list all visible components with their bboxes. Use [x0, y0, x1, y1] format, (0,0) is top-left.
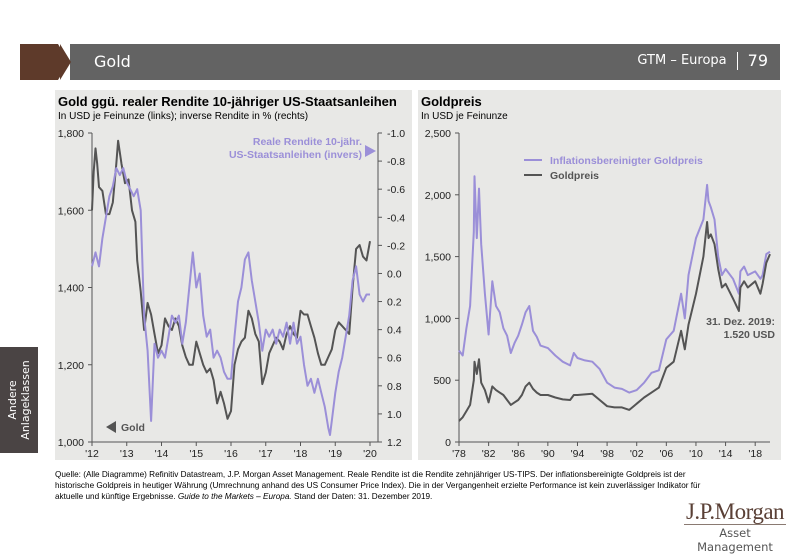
x-tick-label: '78 [452, 448, 466, 460]
y-left-tick-label: 1,200 [58, 360, 84, 372]
y-right-tick-label: -0.2 [387, 240, 405, 252]
page-title: Gold [94, 52, 131, 71]
legend-inflation-adjusted: Inflationsbereinigter Goldpreis [550, 155, 703, 167]
x-tick-label: '86 [511, 448, 525, 460]
x-tick-label: '19 [328, 448, 342, 460]
legend-real-yield-line1: Reale Rendite 10-jähr. [253, 136, 362, 148]
brand-block [20, 44, 66, 80]
x-tick-label: '14 [719, 448, 733, 460]
chart-title: Gold ggü. realer Rendite 10-jähriger US-… [58, 94, 397, 109]
series-line-gold [91, 139, 371, 420]
series-line-gold-price [458, 221, 771, 422]
footnote-publication: Guide to the Markets – Europa. [177, 492, 292, 501]
header-meta: GTM – Europa 79 [637, 51, 768, 70]
y-right-tick-label: 0.2 [387, 297, 402, 309]
y-left-tick-label: 1,600 [58, 205, 84, 217]
chevron-fill-icon [60, 44, 71, 80]
y-tick-label: 2,500 [425, 128, 451, 140]
x-tick-label: '14 [155, 448, 169, 460]
y-right-tick-label: -0.8 [387, 156, 405, 168]
chart-subtitle: In USD je Feinunze [421, 111, 508, 122]
x-tick-label: '18 [294, 448, 308, 460]
jpmorgan-logo: J.P.Morgan Asset Management [680, 500, 790, 554]
divider [736, 51, 738, 70]
legend-gold-price: Goldpreis [550, 170, 599, 182]
y-right-tick-label: 1.0 [387, 409, 402, 421]
x-tick-label: '17 [259, 448, 273, 460]
x-tick-label: '10 [689, 448, 703, 460]
series-label: GTM – Europa [637, 53, 727, 68]
footnote-date: Stand der Daten: 31. Dezember 2019. [291, 492, 433, 501]
chart-subtitle: In USD je Feinunze (links); inverse Rend… [58, 111, 309, 122]
arrow-right-icon [365, 145, 376, 157]
y-right-tick-label: -0.6 [387, 184, 405, 196]
x-tick-label: '12 [85, 448, 99, 460]
y-left-tick-label: 1,000 [58, 437, 84, 449]
y-left-tick-label: 1,800 [58, 128, 84, 140]
logo-wordmark: J.P.Morgan [685, 499, 785, 524]
chart-title: Goldpreis [421, 94, 482, 109]
y-right-tick-label: 0.0 [387, 268, 402, 280]
x-tick-label: '82 [482, 448, 496, 460]
y-right-tick-label: 0.4 [387, 325, 402, 337]
series-line-real-yield [91, 167, 370, 436]
chart-panel-gold-vs-real-yield: Gold ggü. realer Rendite 10-jähriger US-… [55, 90, 412, 460]
x-tick-label: '90 [541, 448, 555, 460]
x-tick-label: '15 [189, 448, 203, 460]
series-line-inflation-adjusted [458, 175, 771, 394]
annotation-date: 31. Dez. 2019: [706, 316, 775, 328]
chart-panel-gold-price: Goldpreis In USD je Feinunze 0 500 1,000 1,… [418, 90, 781, 460]
source-footnote: Quelle: (Alle Diagramme) Refinitiv Datas… [55, 469, 705, 502]
x-tick-label: '94 [571, 448, 585, 460]
y-tick-label: 2,000 [425, 190, 451, 202]
chart-gold-price: 0 500 1,000 1,500 2,000 2,500 '78 '82 '86 '90 '94 '… [425, 128, 776, 460]
y-right-tick-label: 0.6 [387, 353, 402, 365]
x-tick-label: '20 [363, 448, 377, 460]
arrow-left-icon [106, 421, 116, 433]
y-tick-label: 1,000 [425, 313, 451, 325]
section-tab-label: Andere Anlageklassen [6, 360, 32, 439]
x-tick-label: '16 [224, 448, 238, 460]
y-right-tick-label: -1.0 [387, 128, 405, 140]
x-tick-label: '06 [659, 448, 673, 460]
y-tick-label: 1,500 [425, 252, 451, 264]
header-bar [70, 44, 780, 80]
legend-gold: Gold [121, 422, 145, 434]
logo-subline: Asset Management [684, 524, 786, 554]
y-right-tick-label: 0.8 [387, 381, 402, 393]
section-tab[interactable]: Andere Anlageklassen [0, 347, 38, 453]
slide-header: Gold GTM – Europa 79 [20, 44, 780, 80]
page-number: 79 [747, 51, 768, 70]
x-tick-label: '13 [120, 448, 134, 460]
y-tick-label: 0 [445, 437, 451, 449]
y-left-tick-label: 1,400 [58, 283, 84, 295]
y-right-tick-label: -0.4 [387, 212, 405, 224]
x-tick-label: '18 [748, 448, 762, 460]
section-tab-line1: Andere [6, 380, 19, 420]
x-tick-label: '02 [630, 448, 644, 460]
footnote-text: Quelle: (Alle Diagramme) Refinitiv Datas… [55, 470, 701, 501]
section-tab-line2: Anlageklassen [19, 360, 32, 440]
legend-real-yield-line2: US-Staatsanleihen (invers) [229, 149, 362, 161]
y-tick-label: 500 [433, 375, 451, 387]
y-right-tick-label: 1.2 [387, 437, 402, 449]
chart-gold-vs-real-yield: 1,000 1,200 1,400 1,600 1,800 -1.0 -0.8 -0.6 -0.… [58, 128, 406, 460]
x-tick-label: '98 [600, 448, 614, 460]
annotation-value: 1.520 USD [724, 329, 776, 341]
